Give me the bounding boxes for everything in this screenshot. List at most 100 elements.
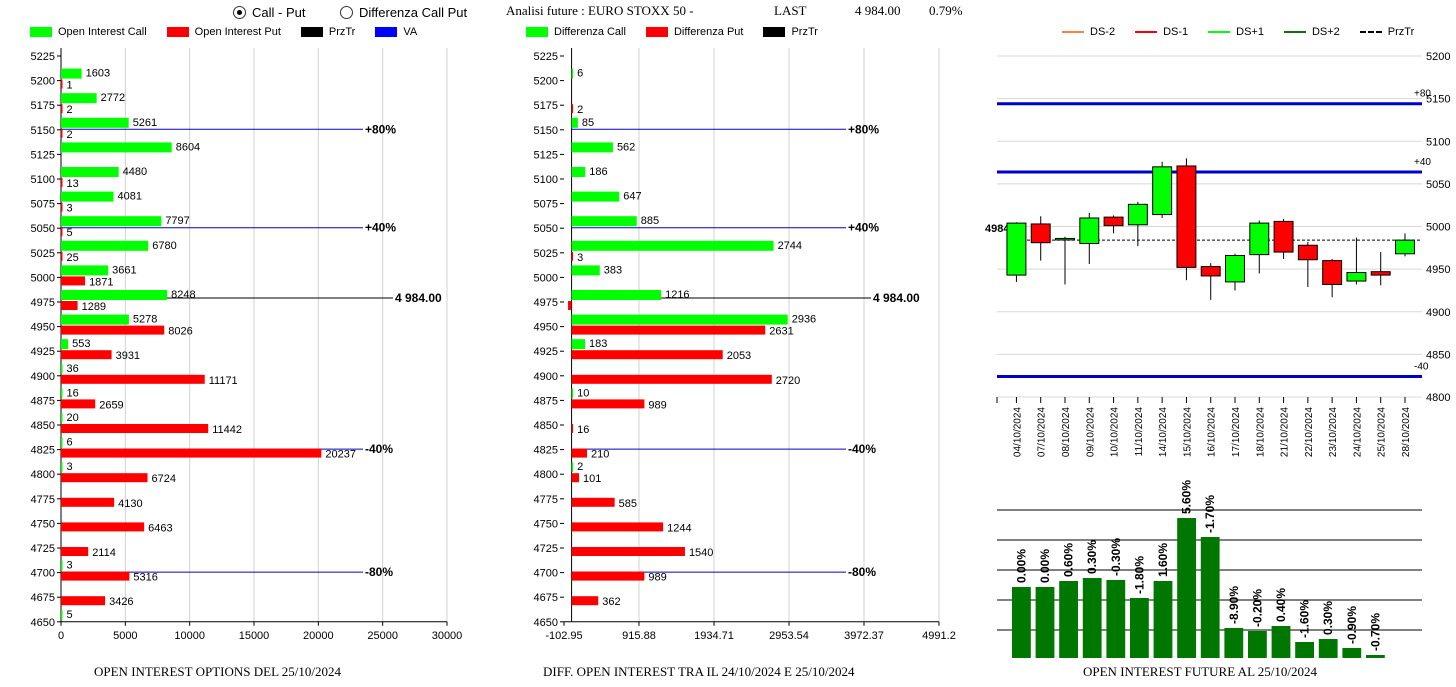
- put-value-label: 3931: [116, 350, 140, 362]
- put-bar: [61, 473, 148, 483]
- future-bar-label: 1.60%: [1156, 543, 1170, 577]
- y-tick-label: 5025: [31, 248, 55, 260]
- put-value-label: 3426: [109, 596, 133, 608]
- legend-item-call: Open Interest Call: [30, 26, 147, 38]
- y-tick-label: 5200: [1426, 51, 1450, 63]
- y-tick-label: 4975: [31, 297, 55, 309]
- candle-body: [1346, 272, 1367, 282]
- y-tick-label: 5100: [31, 174, 55, 186]
- future-bar: [1130, 598, 1149, 658]
- legend-swatch-prztr: [300, 27, 323, 37]
- y-tick-label: 4700: [534, 568, 558, 580]
- future-bar-label: -0.90%: [1345, 606, 1359, 644]
- radio-call-put[interactable]: Call - Put: [233, 5, 305, 20]
- put-bar: [571, 473, 580, 483]
- future-bar: [1342, 648, 1362, 658]
- candle-body: [1370, 271, 1391, 276]
- x-tick-label: 10000: [174, 630, 205, 642]
- y-tick-label: 5075: [534, 199, 558, 211]
- call-bar: [571, 240, 774, 251]
- candle-body: [1006, 222, 1027, 276]
- x-tick-label: 25000: [367, 630, 398, 642]
- legend-middle: Differenza Call Differenza Put PrzTr: [526, 26, 838, 38]
- call-bar: [61, 560, 63, 571]
- caption-right: OPEN INTEREST FUTURE AL 25/10/2024: [1083, 664, 1318, 679]
- put-bar: [571, 350, 723, 360]
- put-value-label: 2659: [99, 399, 123, 411]
- y-tick-label: 4800: [534, 469, 558, 481]
- call-bar: [571, 142, 613, 153]
- candle-body: [1152, 166, 1173, 216]
- call-bar: [571, 290, 662, 300]
- call-bar: [571, 117, 578, 128]
- y-tick-label: 4850: [31, 420, 55, 432]
- radio-differenza-call-put[interactable]: Differenza Call Put: [340, 5, 467, 20]
- y-tick-label: 5100: [534, 174, 558, 186]
- legend-swatch-put: [166, 27, 189, 37]
- y-tick-label: 4850: [534, 420, 558, 432]
- call-value-label: 562: [617, 141, 635, 153]
- y-tick-label: 4675: [534, 592, 558, 604]
- legend-swatch-prztr-right: [1359, 31, 1382, 33]
- call-value-label: 3661: [112, 264, 136, 276]
- y-tick-label: 5125: [534, 149, 558, 161]
- call-bar: [61, 437, 63, 448]
- future-bar-label: -0.20%: [1250, 589, 1264, 627]
- legend-item-ds+1: DS+1: [1208, 26, 1264, 38]
- put-value-label: 25: [67, 252, 79, 264]
- future-bar: [1248, 631, 1267, 658]
- y-tick-label: 4950: [1426, 264, 1450, 276]
- future-bar: [1177, 518, 1196, 658]
- candle-body: [1200, 266, 1221, 277]
- legend-right: DS-2 DS-1 DS+1 DS+2 PrzTr: [1062, 26, 1434, 38]
- future-bar-label: -0.30%: [1109, 538, 1123, 576]
- y-tick-label: 5100: [1426, 136, 1450, 148]
- call-value-label: 553: [72, 338, 90, 350]
- call-value-label: 1603: [86, 68, 110, 80]
- put-value-label: 2: [67, 104, 73, 116]
- put-bar: [61, 104, 63, 114]
- call-value-label: 2936: [792, 314, 816, 326]
- future-bar: [1271, 626, 1291, 658]
- y-tick-label: 4950: [534, 322, 558, 334]
- x-tick-label: 24/10/2024: [1352, 407, 1363, 457]
- call-value-label: 186: [589, 166, 607, 178]
- y-tick-label: 5225: [31, 51, 55, 63]
- call-bar: [61, 68, 82, 79]
- put-bar: [571, 374, 772, 384]
- y-tick-label: 4750: [31, 518, 55, 530]
- call-value-label: 4480: [123, 166, 147, 178]
- legend-swatch-diff-put: [645, 27, 668, 37]
- put-bar: [61, 128, 63, 138]
- call-bar: [61, 290, 168, 300]
- call-value-label: 20: [67, 412, 79, 424]
- call-bar: [61, 363, 63, 374]
- x-tick-label: 30000: [432, 630, 463, 642]
- put-value-label: 13: [67, 178, 79, 190]
- call-bar: [61, 117, 129, 128]
- put-bar: [61, 251, 63, 261]
- x-tick-label: 28/10/2024: [1401, 407, 1412, 457]
- y-tick-label: 5000: [1426, 222, 1450, 234]
- reference-label: +80%: [365, 122, 396, 136]
- call-bar: [571, 216, 637, 227]
- y-tick-label: 4750: [534, 518, 558, 530]
- last-label: LAST: [774, 3, 807, 18]
- candle-body: [1273, 220, 1294, 253]
- y-tick-label: 5225: [534, 51, 558, 63]
- put-bar: [568, 301, 572, 310]
- x-tick-label: 15000: [239, 630, 270, 642]
- candle-body: [1176, 165, 1197, 268]
- put-bar: [571, 399, 645, 409]
- x-tick-label: 5000: [113, 630, 137, 642]
- legend-item-put: Open Interest Put: [166, 26, 281, 38]
- call-bar: [61, 191, 114, 202]
- call-bar: [571, 68, 574, 79]
- call-value-label: 647: [623, 191, 641, 203]
- put-value-label: 16: [577, 424, 589, 436]
- put-bar: [571, 596, 599, 606]
- radio-selected-icon: [233, 6, 246, 19]
- x-tick-label: 17/10/2024: [1231, 407, 1242, 457]
- call-value-label: 3: [67, 560, 73, 572]
- put-bar: [571, 571, 645, 581]
